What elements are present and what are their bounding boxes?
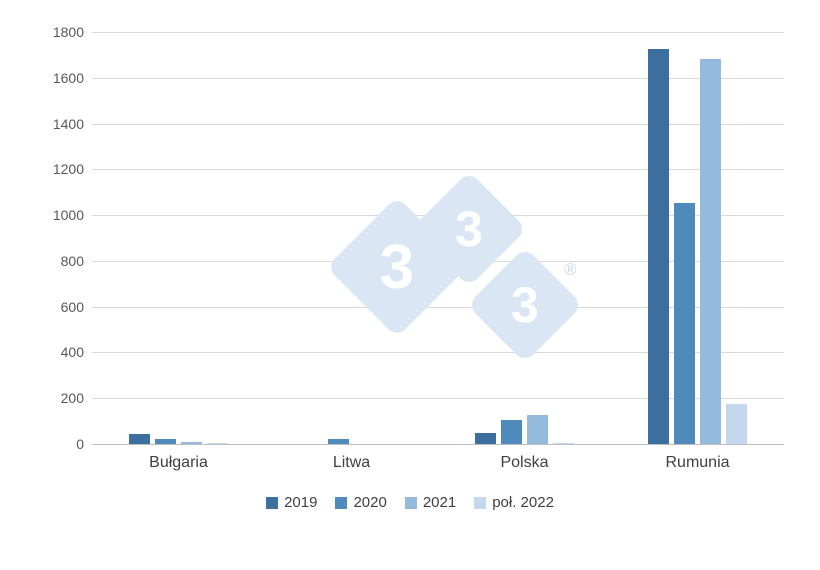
x-category-label: Litwa — [332, 454, 371, 471]
legend-label: 2021 — [422, 494, 457, 511]
gridline — [92, 352, 784, 354]
x-category-label: Rumunia — [665, 454, 730, 471]
bar — [207, 443, 228, 444]
bar-groups — [92, 32, 784, 444]
bar — [648, 49, 669, 444]
bar — [553, 442, 574, 444]
y-tick-label: 400 — [60, 344, 84, 361]
x-category-label: Polska — [500, 454, 549, 471]
legend-swatch — [474, 496, 487, 509]
y-tick-label: 200 — [60, 390, 84, 407]
y-tick-label: 1400 — [52, 115, 84, 132]
legend-item: poł. 2022 — [474, 494, 554, 511]
bar-group — [265, 32, 438, 444]
y-tick-label: 1200 — [52, 161, 84, 178]
gridline — [92, 398, 784, 400]
legend: 2019 2020 2021 poł. 2022 — [0, 494, 820, 511]
legend-label: 2019 — [284, 494, 318, 511]
bar — [328, 439, 349, 444]
legend-swatch — [404, 496, 417, 509]
y-tick-label: 1800 — [52, 24, 84, 40]
bar — [129, 433, 150, 444]
gridline — [92, 169, 784, 171]
bar — [527, 415, 548, 444]
y-tick-label: 800 — [60, 252, 84, 269]
bar — [501, 419, 522, 444]
gridline — [92, 123, 784, 125]
bar — [674, 202, 695, 444]
bar-group — [92, 32, 265, 444]
bar — [726, 403, 747, 444]
gridline — [92, 77, 784, 79]
x-axis-labels: Bułgaria Litwa Polska Rumunia — [92, 454, 784, 472]
bar — [700, 59, 721, 444]
bar — [181, 441, 202, 444]
y-tick-label: 0 — [76, 436, 84, 452]
legend-label: 2020 — [353, 494, 387, 511]
gridline — [92, 32, 784, 33]
legend-item: 2020 — [335, 494, 387, 511]
y-tick-label: 1000 — [52, 207, 84, 224]
legend-swatch — [266, 496, 279, 509]
legend-label: poł. 2022 — [492, 494, 554, 511]
y-tick-label: 600 — [60, 298, 84, 315]
legend-item: 2019 — [266, 494, 317, 511]
bar-group — [438, 32, 611, 444]
bar — [475, 432, 496, 444]
legend-item: 2021 — [404, 494, 457, 511]
plot-area: 3 3 3 ® — [92, 32, 784, 445]
bar — [155, 439, 176, 444]
x-category-label: Bułgaria — [149, 454, 208, 471]
y-tick-label: 1600 — [52, 69, 84, 86]
bar-group — [611, 32, 784, 444]
y-axis: 0 200 400 600 800 1000 1200 1400 1600 1800 — [34, 24, 84, 452]
legend-swatch — [335, 496, 348, 509]
